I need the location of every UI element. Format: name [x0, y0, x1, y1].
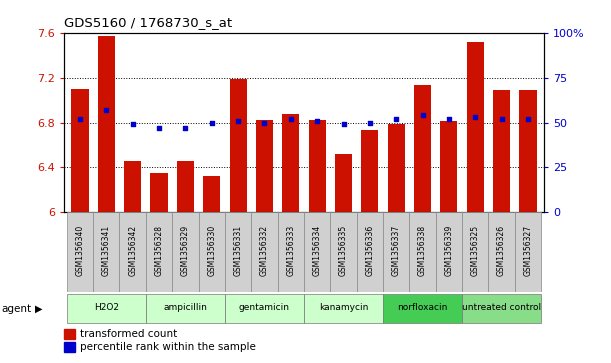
- Bar: [515, 212, 541, 292]
- Bar: [71, 89, 89, 212]
- Text: GSM1356342: GSM1356342: [128, 225, 137, 276]
- Bar: [146, 294, 225, 323]
- Text: gentamicin: gentamicin: [239, 303, 290, 313]
- Text: GSM1356335: GSM1356335: [339, 225, 348, 276]
- Bar: [488, 212, 515, 292]
- Text: GSM1356336: GSM1356336: [365, 225, 375, 276]
- Text: GSM1356328: GSM1356328: [155, 225, 164, 276]
- Text: percentile rank within the sample: percentile rank within the sample: [80, 342, 256, 352]
- Text: GDS5160 / 1768730_s_at: GDS5160 / 1768730_s_at: [64, 16, 232, 29]
- Point: [418, 113, 428, 118]
- Point: [523, 116, 533, 122]
- Text: ▶: ▶: [35, 303, 42, 314]
- Bar: [67, 294, 146, 323]
- Text: GSM1356337: GSM1356337: [392, 225, 401, 276]
- Bar: [309, 120, 326, 212]
- Bar: [199, 212, 225, 292]
- Text: GSM1356338: GSM1356338: [418, 225, 427, 276]
- Point: [286, 116, 296, 122]
- Point: [207, 120, 217, 126]
- Bar: [335, 154, 352, 212]
- Text: GSM1356329: GSM1356329: [181, 225, 190, 276]
- Bar: [124, 161, 141, 212]
- Point: [391, 116, 401, 122]
- Point: [75, 116, 85, 122]
- Text: GSM1356334: GSM1356334: [313, 225, 321, 276]
- Bar: [203, 176, 221, 212]
- Bar: [383, 294, 462, 323]
- Bar: [441, 121, 458, 212]
- Point: [470, 114, 480, 120]
- Point: [101, 107, 111, 113]
- Bar: [251, 212, 277, 292]
- Bar: [436, 212, 462, 292]
- Point: [128, 121, 137, 127]
- Bar: [282, 114, 299, 212]
- Point: [444, 116, 454, 122]
- Text: norfloxacin: norfloxacin: [397, 303, 448, 313]
- Bar: [277, 212, 304, 292]
- Bar: [331, 212, 357, 292]
- Bar: [120, 212, 146, 292]
- Point: [338, 121, 348, 127]
- Bar: [225, 212, 251, 292]
- Text: GSM1356332: GSM1356332: [260, 225, 269, 276]
- Bar: [177, 161, 194, 212]
- Point: [233, 118, 243, 124]
- Bar: [146, 212, 172, 292]
- Text: GSM1356339: GSM1356339: [444, 225, 453, 276]
- Bar: [225, 294, 304, 323]
- Bar: [304, 212, 331, 292]
- Bar: [230, 79, 247, 212]
- Text: GSM1356325: GSM1356325: [470, 225, 480, 276]
- Text: untreated control: untreated control: [462, 303, 541, 313]
- Bar: [519, 90, 536, 212]
- Text: H2O2: H2O2: [94, 303, 119, 313]
- Bar: [98, 36, 115, 212]
- Text: agent: agent: [2, 303, 32, 314]
- Text: GSM1356330: GSM1356330: [207, 225, 216, 276]
- Bar: [67, 212, 93, 292]
- Text: GSM1356326: GSM1356326: [497, 225, 506, 276]
- Text: kanamycin: kanamycin: [319, 303, 368, 313]
- Point: [180, 125, 190, 131]
- Bar: [462, 212, 488, 292]
- Bar: [361, 130, 378, 212]
- Text: GSM1356327: GSM1356327: [524, 225, 532, 276]
- Text: GSM1356331: GSM1356331: [233, 225, 243, 276]
- Bar: [150, 173, 167, 212]
- Bar: [357, 212, 383, 292]
- Bar: [387, 124, 404, 212]
- Text: GSM1356340: GSM1356340: [76, 225, 84, 276]
- Bar: [383, 212, 409, 292]
- Bar: [409, 212, 436, 292]
- Bar: [414, 85, 431, 212]
- Bar: [304, 294, 383, 323]
- Point: [365, 120, 375, 126]
- Bar: [256, 120, 273, 212]
- Bar: [467, 42, 484, 212]
- Text: transformed count: transformed count: [80, 329, 177, 339]
- Point: [154, 125, 164, 131]
- Point: [312, 118, 322, 124]
- Bar: [493, 90, 510, 212]
- Text: GSM1356333: GSM1356333: [287, 225, 295, 276]
- Text: GSM1356341: GSM1356341: [102, 225, 111, 276]
- Text: ampicillin: ampicillin: [164, 303, 207, 313]
- Point: [260, 120, 269, 126]
- Bar: [93, 212, 120, 292]
- Bar: [172, 212, 199, 292]
- Bar: [462, 294, 541, 323]
- Point: [497, 116, 507, 122]
